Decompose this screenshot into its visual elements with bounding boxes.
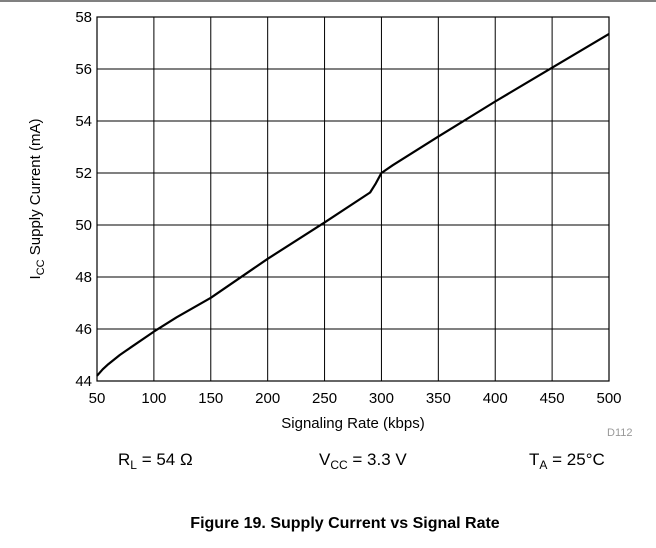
condition-rl: RL = 54 Ω [118,450,193,472]
y-tick-label: 48 [75,269,92,286]
figure-code: D112 [607,427,632,439]
grid [96,16,610,382]
series-line [96,32,610,377]
x-tick-label: 300 [369,390,394,407]
x-tick-label: 400 [483,390,508,407]
y-tick-label: 58 [75,9,92,26]
plot-frame [96,16,610,382]
y-tick-label: 46 [75,321,92,338]
condition-ta: TA = 25°C [529,450,605,472]
y-tick-label: 54 [75,113,92,130]
y-tick-labels: 44 46 48 50 52 54 56 58 [75,9,92,390]
condition-vcc: VCC = 3.3 V [319,450,407,472]
x-tick-label: 150 [198,390,223,407]
x-tick-label: 350 [426,390,451,407]
x-axis-title: Signaling Rate (kbps) [281,415,424,432]
x-tick-label: 500 [596,390,621,407]
x-tick-label: 200 [255,390,280,407]
y-tick-label: 56 [75,61,92,78]
y-tick-label: 52 [75,165,92,182]
x-tick-label: 100 [141,390,166,407]
x-tick-label: 50 [89,390,106,407]
y-tick-label: 50 [75,217,92,234]
y-axis-title: ICC Supply Current (mA) [27,119,47,280]
y-tick-label: 44 [75,373,92,390]
x-tick-label: 250 [312,390,337,407]
figure-caption: Figure 19. Supply Current vs Signal Rate [190,515,500,532]
x-tick-labels: 50 100 150 200 250 300 350 400 450 500 [89,390,622,407]
x-tick-label: 450 [540,390,565,407]
